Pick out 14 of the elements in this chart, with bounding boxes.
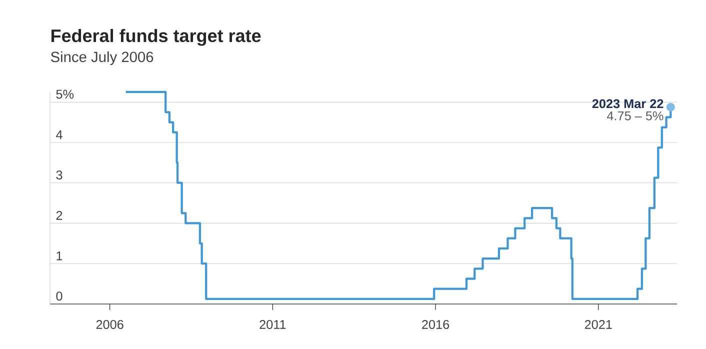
x-tick-label: 2016 bbox=[422, 320, 450, 329]
x-tick-label: 2021 bbox=[584, 320, 612, 329]
y-tick-label: 5% bbox=[56, 90, 74, 99]
y-tick-label: 1 bbox=[56, 252, 62, 260]
y-tick-label: 2 bbox=[56, 211, 62, 220]
annotation: 2023 Mar 22 bbox=[592, 99, 664, 108]
x-tick-label: 2011 bbox=[260, 320, 286, 329]
chart-subtitle: Since July 2006 bbox=[50, 51, 154, 66]
y-tick-label: 0 bbox=[56, 292, 62, 301]
chart-title: Federal funds target rate bbox=[51, 28, 261, 46]
y-tick-label: 3 bbox=[56, 170, 62, 180]
y-tick-label: 4 bbox=[56, 130, 62, 140]
x-tick-label: 2006 bbox=[96, 320, 124, 329]
annotation: 4.75 – 5% bbox=[606, 111, 664, 120]
